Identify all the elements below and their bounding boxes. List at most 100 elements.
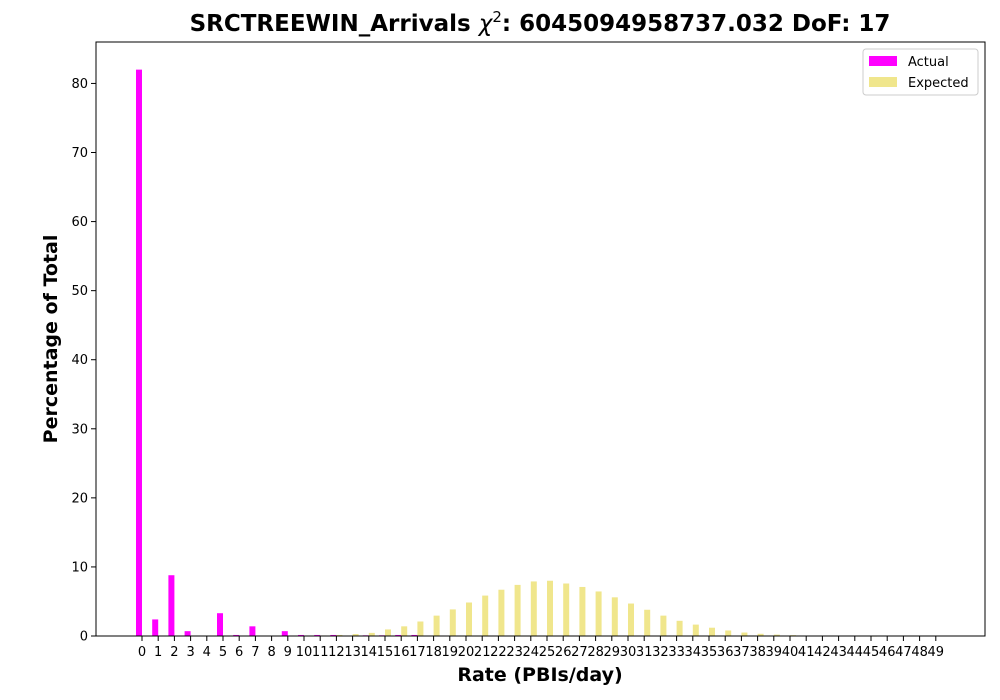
x-tick-label: 21: [474, 645, 491, 660]
x-tick-label: 35: [701, 645, 718, 660]
y-tick-label: 70: [71, 146, 88, 161]
bar-expected: [433, 615, 440, 636]
bar-expected: [611, 597, 618, 636]
x-tick-label: 0: [138, 645, 146, 660]
x-tick-label: 6: [235, 645, 243, 660]
bar-expected: [692, 624, 699, 636]
x-tick-label: 36: [717, 645, 734, 660]
bar-expected: [595, 591, 602, 636]
bar-expected: [466, 602, 472, 636]
bar-expected: [449, 609, 456, 636]
bar-expected: [563, 583, 570, 636]
x-tick-label: 30: [620, 645, 637, 660]
x-tick-label: 10: [296, 645, 313, 660]
x-tick-label: 17: [409, 645, 426, 660]
bar-actual: [152, 619, 159, 636]
bar-expected: [336, 634, 343, 636]
y-axis-label: Percentage of Total: [40, 235, 62, 444]
bar-actual: [184, 631, 191, 636]
bar-expected: [773, 634, 780, 636]
bar-expected: [725, 630, 732, 636]
bar-expected: [757, 633, 764, 636]
bar-expected: [676, 620, 683, 636]
x-tick-label: 31: [636, 645, 653, 660]
x-tick-label: 45: [863, 645, 880, 660]
x-tick-label: 32: [652, 645, 669, 660]
bar-actual: [233, 634, 240, 636]
y-tick-label: 20: [71, 491, 88, 506]
x-tick-label: 11: [312, 645, 329, 660]
x-tick-label: 34: [685, 645, 702, 660]
y-tick-label: 40: [71, 353, 88, 368]
bar-actual: [136, 69, 142, 636]
y-tick-label: 30: [71, 422, 88, 437]
bar-actual: [217, 613, 223, 636]
bar-actual: [168, 575, 175, 636]
x-tick-label: 4: [203, 645, 211, 660]
x-tick-label: 20: [458, 645, 475, 660]
x-tick-label: 2: [170, 645, 178, 660]
bar-expected: [352, 634, 359, 636]
bar-expected: [368, 632, 375, 636]
bar-actual: [314, 634, 321, 636]
x-tick-label: 16: [393, 645, 410, 660]
x-tick-label: 37: [733, 645, 750, 660]
y-tick-label: 80: [71, 77, 88, 92]
x-tick-label: 7: [251, 645, 259, 660]
x-tick-label: 33: [668, 645, 685, 660]
x-tick-label: 15: [377, 645, 394, 660]
x-tick-label: 9: [284, 645, 292, 660]
chart-title: SRCTREEWIN_Arrivals χ2: 6045094958737.03…: [190, 8, 891, 37]
x-tick-label: 19: [442, 645, 459, 660]
x-axis-label: Rate (PBIs/day): [457, 664, 622, 686]
x-tick-label: 18: [425, 645, 442, 660]
x-tick-label: 42: [814, 645, 831, 660]
y-tick-label: 50: [71, 284, 88, 299]
bar-expected: [628, 603, 634, 636]
legend: Actual Expected: [862, 48, 979, 96]
bar-expected: [498, 589, 505, 636]
x-tick-label: 39: [766, 645, 783, 660]
x-tick-label: 46: [879, 645, 896, 660]
bar-expected: [741, 632, 748, 636]
bar-expected: [579, 586, 586, 636]
x-tick-label: 49: [928, 645, 945, 660]
x-tick-label: 23: [506, 645, 523, 660]
axes-frame: [95, 41, 986, 637]
x-tick-label: 40: [782, 645, 799, 660]
x-tick-label: 13: [344, 645, 361, 660]
bar-expected: [709, 627, 715, 636]
x-tick-label: 1: [154, 645, 162, 660]
legend-label-actual: Actual: [908, 55, 949, 70]
bar-expected: [660, 615, 667, 636]
x-tick-label: 29: [604, 645, 621, 660]
x-tick-label: 27: [571, 645, 588, 660]
bar-actual: [249, 626, 256, 636]
bar-expected: [401, 626, 408, 636]
bar-actual: [298, 634, 304, 636]
x-tick-label: 14: [361, 645, 378, 660]
bar-expected: [385, 629, 391, 636]
bar-expected: [644, 609, 651, 636]
bar-actual: [411, 634, 418, 636]
x-tick-label: 12: [328, 645, 345, 660]
bar-actual: [330, 634, 337, 636]
x-tick-label: 25: [539, 645, 556, 660]
bar-expected: [482, 595, 489, 636]
x-tick-label: 48: [911, 645, 928, 660]
legend-swatch-expected: [869, 77, 897, 87]
x-tick-label: 22: [490, 645, 507, 660]
bar-actual: [395, 634, 402, 636]
bar-expected: [530, 581, 537, 636]
x-tick-label: 8: [267, 645, 275, 660]
y-tick-label: 60: [71, 215, 88, 230]
x-tick-label: 3: [186, 645, 194, 660]
legend-label-expected: Expected: [908, 76, 969, 91]
x-tick-label: 24: [523, 645, 540, 660]
bar-expected: [547, 580, 553, 636]
x-tick-label: 44: [847, 645, 864, 660]
x-tick-label: 43: [830, 645, 847, 660]
x-tick-label: 47: [895, 645, 912, 660]
